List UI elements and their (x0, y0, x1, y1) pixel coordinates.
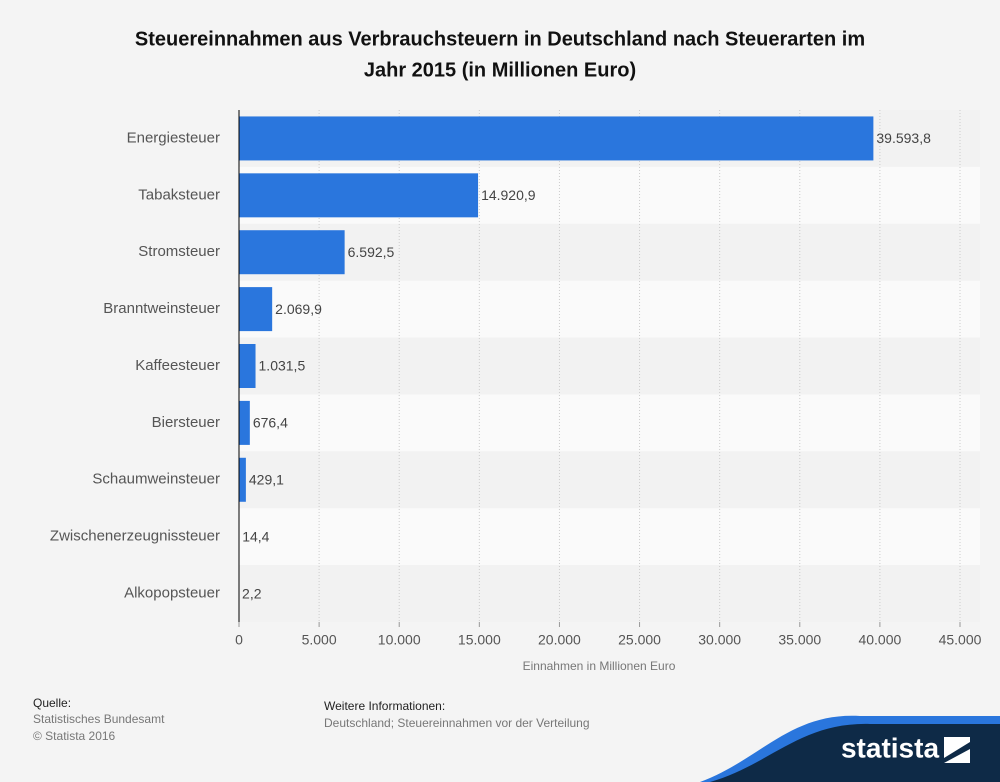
y-tick-label: Branntweinsteuer (103, 300, 220, 317)
logo-stripe (944, 742, 970, 763)
x-tick-label: 5.000 (302, 632, 337, 648)
data-label: 1.031,5 (259, 358, 306, 374)
x-tick-label: 0 (235, 632, 243, 648)
y-tick-label: Stromsteuer (138, 243, 220, 260)
y-tick-label: Biersteuer (152, 414, 220, 431)
row-background (239, 223, 980, 281)
x-tick-label: 20.000 (538, 632, 581, 648)
bar (239, 230, 345, 275)
row-background (239, 280, 980, 338)
row-background (239, 565, 980, 622)
info: Deutschland; Steuereinnahmen vor der Ver… (324, 716, 590, 730)
x-axis-label: Einnahmen in Millionen Euro (523, 659, 676, 673)
data-label: 2,2 (242, 585, 262, 601)
row-background (239, 394, 980, 452)
y-tick-label: Zwischenerzeugnissteuer (50, 528, 220, 545)
logo-wave (710, 723, 1000, 782)
data-label: 2.069,9 (275, 301, 322, 317)
bar (239, 457, 246, 502)
y-tick-label: Kaffeesteuer (135, 357, 220, 374)
x-tick-label: 30.000 (698, 632, 741, 648)
x-tick-label: 40.000 (858, 632, 901, 648)
plot-area: 0 5.000 10.000 15.000 20.000 25.000 30.000 35.0… (50, 110, 982, 648)
data-label: 14,4 (242, 528, 269, 544)
chart-title: Jahr 2015 (in Millionen Euro) (364, 59, 636, 81)
bar (239, 287, 273, 332)
x-tick-label: 15.000 (458, 632, 501, 648)
data-label: 6.592,5 (348, 244, 395, 260)
bar (239, 173, 479, 218)
row-background (239, 337, 980, 395)
x-tick-label: 45.000 (939, 632, 982, 648)
y-tick-label: Alkopopsteuer (124, 585, 220, 602)
chart-title: Steuereinnahmen aus Verbrauchsteuern in … (135, 28, 865, 50)
y-tick-label: Schaumweinsteuer (92, 471, 220, 488)
data-label: 676,4 (253, 415, 288, 431)
logo-text: statista (841, 732, 939, 763)
x-tick-label: 35.000 (778, 632, 821, 648)
x-tick-label: 10.000 (378, 632, 421, 648)
source: Statistisches Bundesamt (33, 712, 165, 726)
bar (239, 344, 256, 388)
data-label: 14.920,9 (481, 187, 536, 203)
source-heading: Quelle: (33, 696, 71, 710)
info-heading: Weitere Informationen: (324, 699, 445, 713)
row-background (239, 451, 980, 509)
y-tick-label: Tabaksteuer (138, 186, 220, 203)
y-tick-label: Energiesteuer (127, 129, 220, 146)
logo-icon (944, 737, 970, 763)
bar (239, 116, 874, 161)
data-label: 39.593,8 (876, 130, 931, 146)
x-tick-label: 25.000 (618, 632, 661, 648)
copyright: © Statista 2016 (33, 729, 116, 743)
data-label: 429,1 (249, 471, 284, 487)
row-background (239, 508, 980, 566)
bar (239, 400, 250, 445)
